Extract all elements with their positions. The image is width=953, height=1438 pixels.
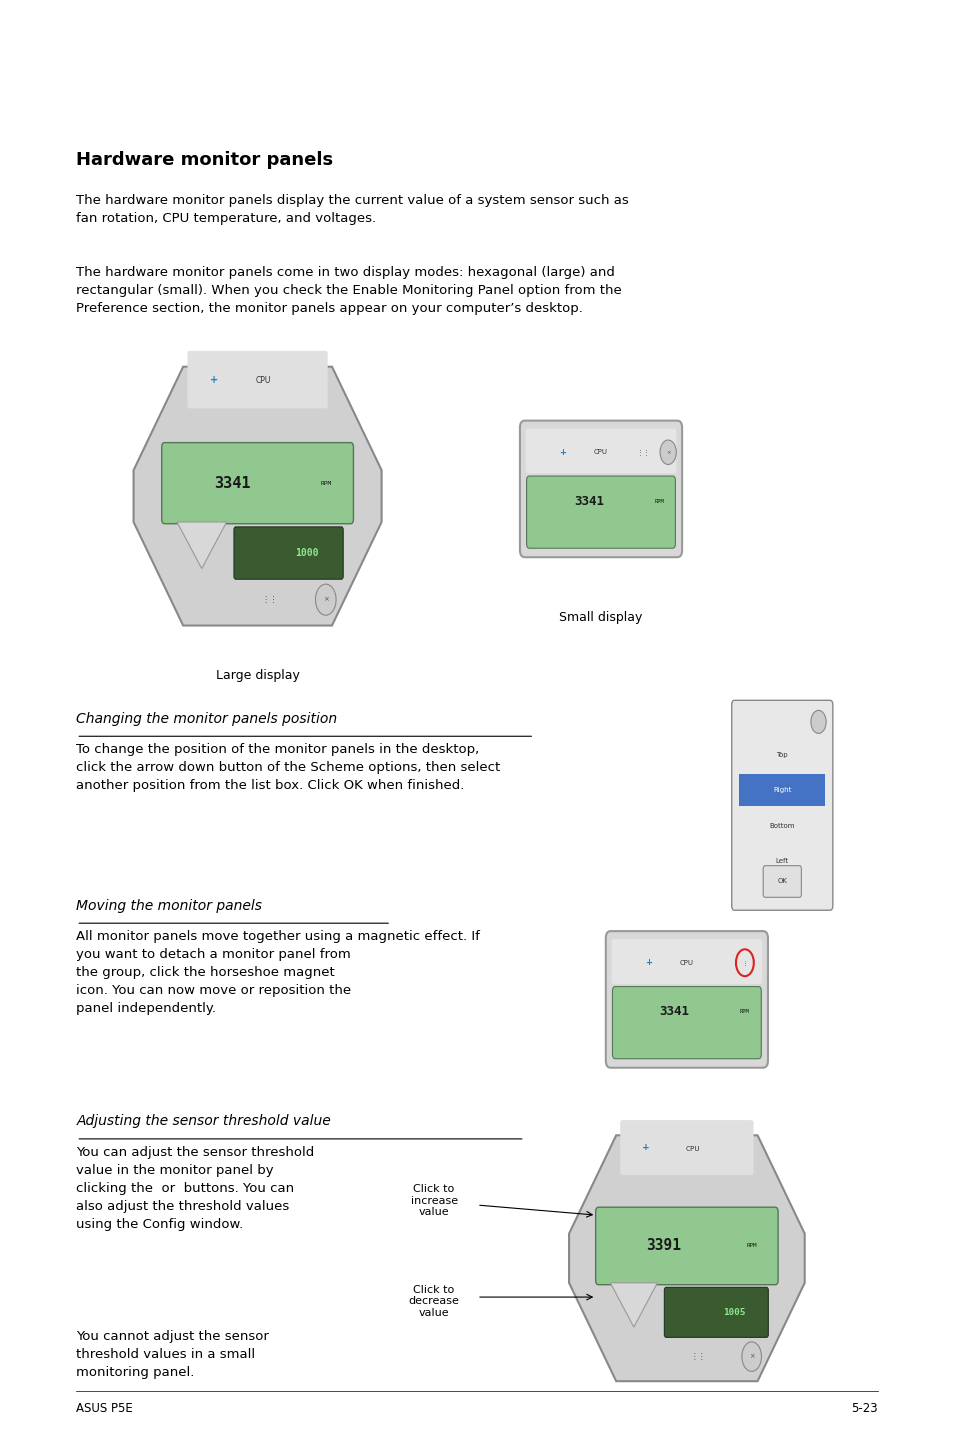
Text: Hardware monitor panels: Hardware monitor panels [76,151,334,170]
Circle shape [659,440,676,464]
Text: CPU: CPU [685,1146,700,1152]
Text: Changing the monitor panels position: Changing the monitor panels position [76,712,337,726]
Text: ×: × [665,450,670,454]
Text: Top: Top [776,752,787,758]
Circle shape [741,1342,760,1372]
Text: Small display: Small display [558,611,642,624]
Text: All monitor panels move together using a magnetic effect. If
you want to detach : All monitor panels move together using a… [76,930,479,1015]
Text: Adjusting the sensor threshold value: Adjusting the sensor threshold value [76,1114,331,1129]
Text: RPM: RPM [654,499,663,503]
Text: ⋮⋮: ⋮⋮ [690,1352,706,1362]
FancyBboxPatch shape [162,443,353,523]
Text: 3341: 3341 [214,476,251,490]
Text: ⋮⋮: ⋮⋮ [636,449,650,456]
Text: OK: OK [777,879,786,884]
Text: Bottom: Bottom [769,823,794,828]
Text: Moving the monitor panels: Moving the monitor panels [76,899,262,913]
FancyBboxPatch shape [519,421,681,557]
Text: ×: × [322,597,329,603]
Text: You can adjust the sensor threshold
value in the monitor panel by
clicking the  : You can adjust the sensor threshold valu… [76,1146,314,1231]
Text: RPM: RPM [745,1244,756,1248]
FancyBboxPatch shape [663,1287,767,1337]
Text: Click to
decrease
value: Click to decrease value [408,1284,459,1319]
Text: Right: Right [772,788,791,794]
Text: ASUS P5E: ASUS P5E [76,1402,132,1415]
FancyBboxPatch shape [739,774,824,807]
Text: Click to
increase
value: Click to increase value [410,1183,457,1218]
Text: +: + [644,958,652,968]
Text: You cannot adjust the sensor
threshold values in a small
monitoring panel.: You cannot adjust the sensor threshold v… [76,1330,269,1379]
Text: ×: × [748,1353,754,1359]
Polygon shape [568,1136,803,1380]
Circle shape [315,584,335,615]
FancyBboxPatch shape [762,866,801,897]
Polygon shape [133,367,381,626]
Text: ⋮: ⋮ [741,961,747,965]
Text: RPM: RPM [740,1009,749,1014]
Text: 3341: 3341 [573,495,603,508]
FancyBboxPatch shape [233,526,343,580]
FancyBboxPatch shape [605,932,767,1067]
Text: ⋮⋮: ⋮⋮ [261,595,278,604]
Text: CPU: CPU [679,959,693,966]
FancyBboxPatch shape [619,1120,753,1175]
Text: Left: Left [775,858,788,864]
FancyBboxPatch shape [595,1208,778,1284]
FancyBboxPatch shape [731,700,832,910]
FancyBboxPatch shape [611,939,761,984]
FancyBboxPatch shape [526,476,675,548]
Text: Large display: Large display [215,669,299,682]
Circle shape [810,710,825,733]
Text: 1000: 1000 [295,548,318,558]
Text: 1005: 1005 [722,1307,744,1317]
Text: CPU: CPU [255,377,272,385]
Text: +: + [210,375,218,384]
Text: CPU: CPU [594,449,607,456]
Text: 5-23: 5-23 [850,1402,877,1415]
FancyBboxPatch shape [187,351,328,408]
Text: RPM: RPM [320,480,331,486]
Text: +: + [558,447,566,457]
Text: To change the position of the monitor panels in the desktop,
click the arrow dow: To change the position of the monitor pa… [76,743,500,792]
Polygon shape [177,522,227,568]
Text: 3391: 3391 [645,1238,680,1254]
Text: The hardware monitor panels come in two display modes: hexagonal (large) and
rec: The hardware monitor panels come in two … [76,266,621,315]
FancyBboxPatch shape [525,429,676,473]
Polygon shape [610,1283,657,1327]
Text: 3341: 3341 [659,1005,689,1018]
Text: +: + [641,1143,649,1152]
FancyBboxPatch shape [612,986,760,1058]
Text: The hardware monitor panels display the current value of a system sensor such as: The hardware monitor panels display the … [76,194,628,226]
